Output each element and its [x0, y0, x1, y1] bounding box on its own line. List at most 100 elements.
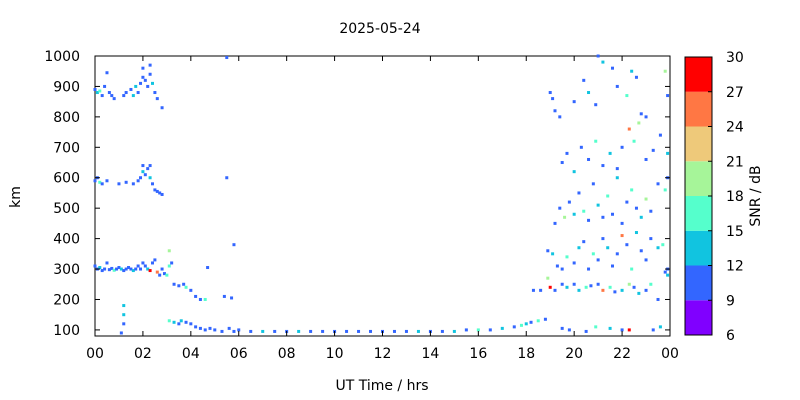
- data-point: [153, 258, 157, 262]
- data-point: [649, 209, 653, 213]
- y-tick-label: 300: [53, 262, 80, 278]
- data-point: [601, 164, 605, 168]
- x-tick-label: 04: [182, 346, 200, 362]
- data-point: [141, 75, 145, 79]
- data-point: [577, 191, 581, 195]
- data-points: [93, 54, 670, 335]
- data-point: [565, 255, 569, 259]
- data-point: [100, 269, 104, 273]
- data-point: [615, 176, 619, 180]
- data-point: [565, 151, 569, 155]
- data-point: [170, 261, 174, 265]
- data-point: [134, 267, 138, 271]
- y-tick-label: 500: [53, 201, 80, 217]
- data-point: [225, 56, 229, 60]
- data-point: [634, 231, 638, 235]
- data-point: [148, 63, 152, 67]
- data-point: [105, 71, 109, 75]
- data-point: [577, 246, 581, 250]
- x-tick-label: 14: [422, 346, 440, 362]
- data-point: [208, 326, 212, 330]
- x-axis-title: UT Time / hrs: [335, 378, 428, 394]
- data-point: [141, 66, 145, 70]
- data-point: [122, 269, 126, 273]
- data-point: [488, 328, 492, 332]
- data-point: [572, 282, 576, 286]
- data-point: [519, 323, 523, 327]
- data-point: [115, 267, 119, 271]
- data-point: [143, 173, 147, 177]
- data-point: [103, 267, 107, 271]
- data-point: [594, 103, 598, 107]
- data-point: [155, 97, 159, 101]
- data-point: [189, 288, 193, 292]
- colorbar-band: [685, 91, 712, 127]
- data-point: [632, 285, 636, 289]
- data-point: [122, 94, 126, 98]
- data-point: [117, 266, 121, 270]
- data-point: [625, 94, 629, 98]
- data-point: [524, 322, 528, 326]
- y-tick-label: 1000: [44, 49, 80, 65]
- colorbar-band: [685, 126, 712, 162]
- colorbar-tick-label: 6: [726, 328, 735, 344]
- data-point: [596, 203, 600, 207]
- data-point: [644, 288, 648, 292]
- data-point: [663, 188, 667, 192]
- data-point: [155, 270, 159, 274]
- x-tick-label: 12: [374, 346, 392, 362]
- data-point: [392, 329, 396, 333]
- data-point: [141, 164, 145, 168]
- data-point: [666, 94, 670, 98]
- data-point: [594, 325, 598, 329]
- data-point: [601, 60, 605, 64]
- colorbar-tick-label: 24: [726, 120, 744, 136]
- data-point: [160, 106, 164, 110]
- data-point: [596, 258, 600, 262]
- data-point: [345, 329, 349, 333]
- data-point: [663, 69, 667, 73]
- data-point: [107, 268, 111, 272]
- data-point: [182, 282, 186, 286]
- data-point: [151, 81, 154, 85]
- data-point: [656, 297, 660, 301]
- data-point: [663, 270, 667, 274]
- data-point: [666, 151, 670, 155]
- data-point: [131, 94, 135, 98]
- data-point: [601, 237, 605, 241]
- data-point: [591, 182, 595, 186]
- data-point: [512, 325, 516, 329]
- data-point: [206, 266, 210, 270]
- data-point: [567, 200, 571, 204]
- data-point: [651, 328, 655, 332]
- data-point: [416, 329, 420, 333]
- data-point: [227, 326, 231, 330]
- data-point: [558, 206, 562, 210]
- data-point: [112, 97, 116, 101]
- y-axis: 100 200 300 400 500 600 700 800 900 1000: [44, 49, 670, 339]
- data-point: [632, 139, 636, 143]
- data-point: [93, 264, 97, 268]
- data-point: [627, 127, 631, 131]
- data-point: [297, 329, 301, 333]
- data-point: [560, 326, 564, 330]
- data-point: [124, 91, 128, 95]
- data-point: [649, 282, 653, 286]
- data-point: [172, 282, 176, 286]
- colorbar-tick-label: 30: [726, 50, 744, 66]
- data-point: [620, 145, 624, 149]
- data-point: [606, 246, 610, 250]
- x-tick-label: 06: [230, 346, 248, 362]
- data-point: [440, 329, 444, 333]
- data-point: [656, 246, 660, 250]
- data-point: [615, 252, 619, 256]
- data-point: [230, 296, 234, 300]
- data-point: [634, 75, 638, 79]
- y-tick-label: 600: [53, 171, 80, 187]
- data-point: [112, 268, 116, 272]
- data-point: [198, 326, 202, 330]
- data-point: [601, 215, 605, 219]
- data-point: [124, 267, 128, 271]
- data-point: [194, 294, 198, 298]
- data-point: [139, 176, 143, 180]
